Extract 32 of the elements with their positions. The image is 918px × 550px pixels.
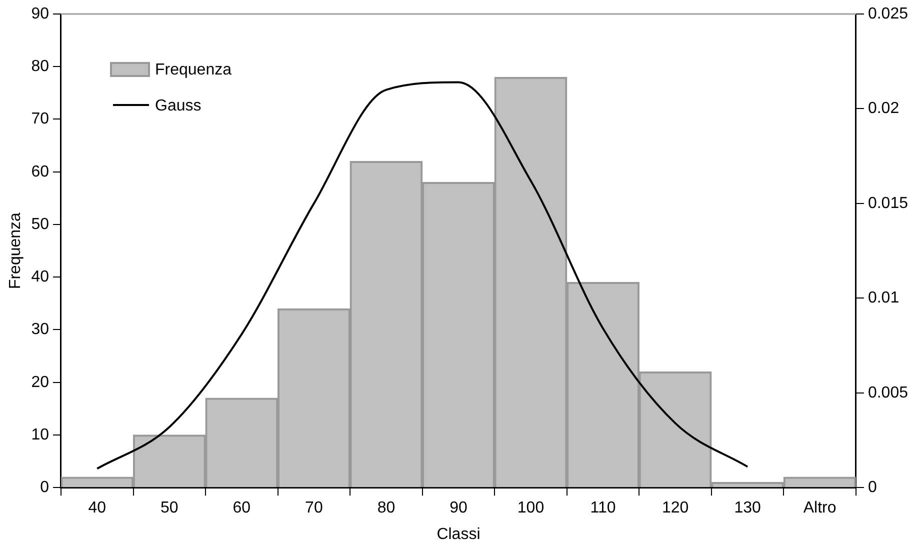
legend-label: Frequenza <box>154 61 232 78</box>
y-tick-label: 90 <box>31 5 50 22</box>
y-tick-label: 80 <box>31 58 50 76</box>
y-tick-label: 40 <box>31 268 50 286</box>
y2-tick-label: 0.01 <box>868 290 900 307</box>
x-tick-label: Altro <box>803 500 836 517</box>
y-tick-label: 20 <box>31 374 50 391</box>
x-tick-label: 100 <box>517 500 544 517</box>
y2-tick-label: 0.005 <box>868 384 908 402</box>
x-tick-label: 110 <box>590 500 616 517</box>
y-tick-label: 30 <box>31 321 50 338</box>
x-axis-title: Classi <box>436 526 480 543</box>
y-tick-label: 60 <box>31 163 50 180</box>
x-tick-label: 80 <box>377 500 396 517</box>
y2-tick-label: 0.015 <box>868 194 908 212</box>
legend-label: Gauss <box>154 97 202 114</box>
y-tick-label: 70 <box>31 110 50 128</box>
line-series <box>96 81 749 470</box>
y2-tick-label: 0.025 <box>868 5 908 22</box>
x-tick-label: 90 <box>450 500 468 517</box>
x-tick-label: 40 <box>88 500 106 517</box>
y2-tick-label: 0 <box>868 479 877 496</box>
x-tick-label: 130 <box>734 500 761 517</box>
x-tick-label: 60 <box>232 500 251 517</box>
x-tick-label: 120 <box>662 500 689 517</box>
y-tick-label: 0 <box>40 479 50 496</box>
x-tick-label: 70 <box>305 500 323 517</box>
y2-tick-label: 0.02 <box>868 100 900 118</box>
y-tick-label: 10 <box>31 426 50 444</box>
y-tick-label: 50 <box>31 216 50 233</box>
x-tick-label: 50 <box>160 500 178 517</box>
y-axis-title: Frequenza <box>7 212 24 290</box>
